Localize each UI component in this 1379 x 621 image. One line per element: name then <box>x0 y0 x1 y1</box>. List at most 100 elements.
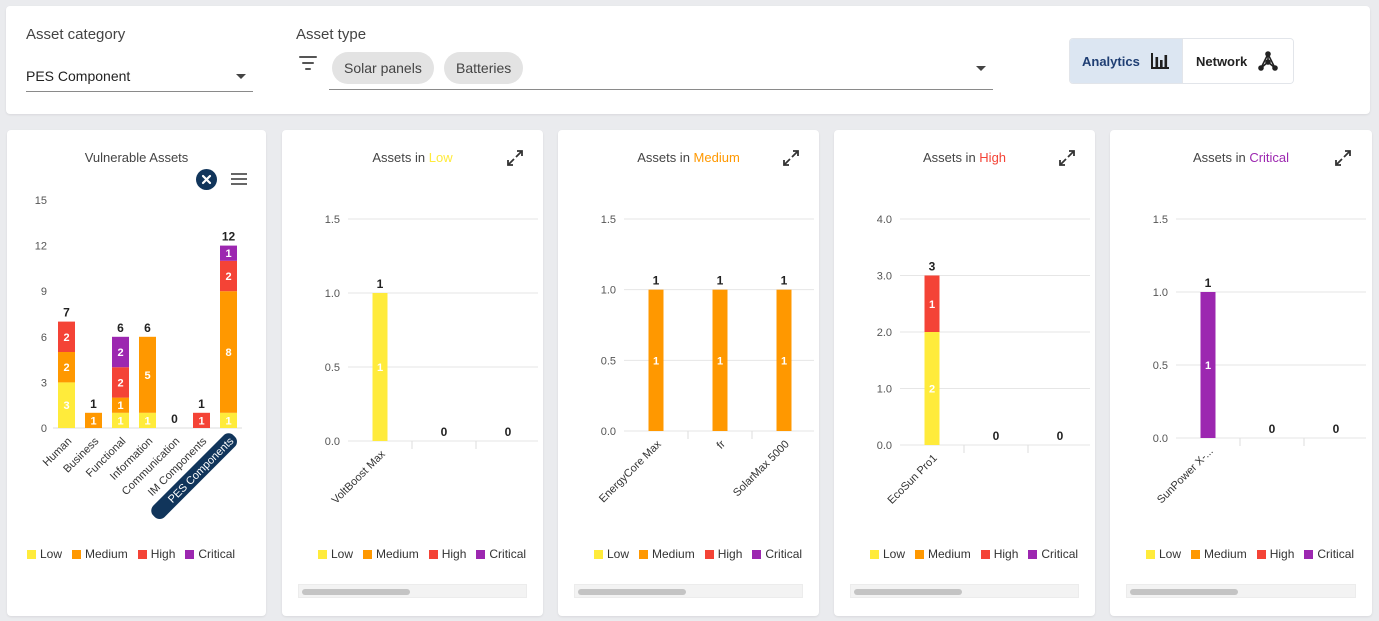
segment-value-label: 1 <box>1205 360 1211 372</box>
bar-segment-medium[interactable] <box>58 352 75 383</box>
horizontal-scrollbar[interactable] <box>850 584 1079 598</box>
horizontal-scrollbar[interactable] <box>298 584 527 598</box>
scrollbar-thumb[interactable] <box>578 589 686 595</box>
horizontal-scrollbar[interactable] <box>574 584 803 598</box>
bar-segment-critical[interactable] <box>1200 292 1216 438</box>
bar-total-label: 1 <box>717 274 724 288</box>
segment-value-label: 2 <box>225 271 231 283</box>
segment-value-label: 2 <box>63 332 69 344</box>
legend-label: Low <box>40 547 63 561</box>
chart-title: Assets in Low <box>372 150 453 165</box>
legend-item-low[interactable]: Low <box>318 547 353 561</box>
legend-item-medium[interactable]: Medium <box>72 547 128 561</box>
low-assets-chart: 0.0 0.5 1.0 1.5 1 1 VoltBoost Max 0 0 <box>325 214 538 507</box>
menu-icon[interactable] <box>231 173 247 185</box>
legend-item-medium[interactable]: Medium <box>915 547 971 561</box>
legend-item-high[interactable]: High <box>428 547 466 561</box>
legend-item-critical[interactable]: Critical <box>1304 547 1354 561</box>
scrollbar-thumb[interactable] <box>302 589 410 595</box>
expand-icon[interactable] <box>1333 148 1353 168</box>
legend-item-medium[interactable]: Medium <box>1191 547 1247 561</box>
legend-swatch <box>27 549 36 559</box>
bar-segment-high[interactable] <box>193 412 210 428</box>
y-tick-label: 1.0 <box>325 288 340 300</box>
bar-segment-high[interactable] <box>220 260 237 292</box>
expand-icon[interactable] <box>1057 148 1077 168</box>
network-toggle[interactable]: Network <box>1182 39 1293 83</box>
clear-selection-icon[interactable] <box>196 169 217 190</box>
bar-segment-high[interactable] <box>112 367 129 398</box>
bar-segment-medium[interactable] <box>776 289 792 431</box>
scrollbar-thumb[interactable] <box>854 589 962 595</box>
legend-label: Critical <box>489 547 527 561</box>
analytics-toggle[interactable]: Analytics <box>1070 39 1182 83</box>
x-category-label[interactable]: fr <box>715 438 728 451</box>
bar-segment-low[interactable] <box>924 332 940 445</box>
legend-item-critical[interactable]: Critical <box>752 547 802 561</box>
segment-value-label: 1 <box>929 299 935 311</box>
selected-category-pill[interactable] <box>148 430 239 521</box>
scrollbar-thumb[interactable] <box>1130 589 1238 595</box>
legend-item-high[interactable]: High <box>1256 547 1294 561</box>
x-category-label[interactable]: VoltBoost Max <box>330 448 389 507</box>
y-tick-label: 9 <box>41 286 47 298</box>
horizontal-scrollbar[interactable] <box>1126 584 1356 598</box>
y-tick-label: 0.5 <box>601 355 616 367</box>
bar-segment-low[interactable] <box>139 412 156 428</box>
bar-total-label: 1 <box>653 274 660 288</box>
legend-item-medium[interactable]: Medium <box>363 547 419 561</box>
expand-icon[interactable] <box>781 148 801 168</box>
legend-item-high[interactable]: High <box>704 547 742 561</box>
chevron-down-icon[interactable] <box>976 66 986 71</box>
medium-assets-card: Assets in Medium 0.0 0.5 1.0 1.5 1 1 EnergyCor… <box>558 130 819 616</box>
bar-segment-high[interactable] <box>924 275 940 333</box>
chart-title: Assets in Critical <box>1192 150 1290 165</box>
x-category-label[interactable]: SolarMax 5000 <box>731 438 792 499</box>
bar-segment-critical[interactable] <box>112 336 129 368</box>
legend-label: Medium <box>652 547 695 561</box>
legend-item-low[interactable]: Low <box>1146 547 1181 561</box>
y-tick-label: 1.0 <box>1153 287 1168 299</box>
x-category-label[interactable]: EcoSun Pro1 <box>886 452 940 506</box>
bar-segment-medium[interactable] <box>712 289 728 431</box>
asset-category-select[interactable]: PES Component <box>26 62 253 92</box>
filter-icon[interactable] <box>299 56 317 70</box>
legend-item-high[interactable]: High <box>137 547 175 561</box>
legend-item-low[interactable]: Low <box>870 547 905 561</box>
legend-item-low[interactable]: Low <box>594 547 629 561</box>
legend-swatch <box>1146 549 1155 559</box>
vulnerable-assets-chart: 036912153227Human11Business11226Function… <box>35 195 242 521</box>
asset-type-select[interactable]: Solar panels Batteries <box>329 50 993 90</box>
bar-segment-low[interactable] <box>112 412 129 428</box>
bar-segment-low[interactable] <box>220 412 237 428</box>
bar-total-label: 3 <box>929 260 936 274</box>
legend-item-high[interactable]: High <box>980 547 1018 561</box>
chip-batteries[interactable]: Batteries <box>444 52 524 84</box>
y-tick-label: 1.5 <box>325 214 340 226</box>
legend-item-medium[interactable]: Medium <box>639 547 695 561</box>
bar-segment-critical[interactable] <box>220 245 237 261</box>
asset-type-label: Asset type <box>296 26 367 43</box>
bar-segment-medium[interactable] <box>139 336 156 413</box>
chip-solar-panels[interactable]: Solar panels <box>332 52 434 84</box>
bar-segment-high[interactable] <box>58 321 75 352</box>
legend-label: Low <box>607 547 630 561</box>
asset-category-label: Asset category <box>26 26 126 43</box>
bar-segment-low[interactable] <box>372 293 388 441</box>
bar-segment-low[interactable] <box>58 382 75 428</box>
view-toggle: Analytics Network <box>1069 38 1294 84</box>
bar-segment-medium[interactable] <box>220 291 237 413</box>
x-category-label[interactable]: EnergyCore Max <box>597 438 664 505</box>
legend-item-critical[interactable]: Critical <box>185 547 235 561</box>
legend-item-critical[interactable]: Critical <box>1028 547 1078 561</box>
expand-icon[interactable] <box>505 148 525 168</box>
high-assets-chart: 0.0 1.0 2.0 3.0 4.0 2 1 3 EcoSun Pro1 0 0 <box>877 214 1090 507</box>
x-category-label[interactable]: SunPower X-... <box>1155 445 1216 506</box>
chart-legend: Low Medium High Critical <box>870 547 1088 561</box>
bar-segment-medium[interactable] <box>648 289 664 431</box>
bar-segment-medium[interactable] <box>85 412 102 428</box>
y-tick-label: 0.0 <box>601 426 616 438</box>
legend-item-low[interactable]: Low <box>27 547 62 561</box>
bar-segment-medium[interactable] <box>112 397 129 413</box>
legend-item-critical[interactable]: Critical <box>476 547 526 561</box>
